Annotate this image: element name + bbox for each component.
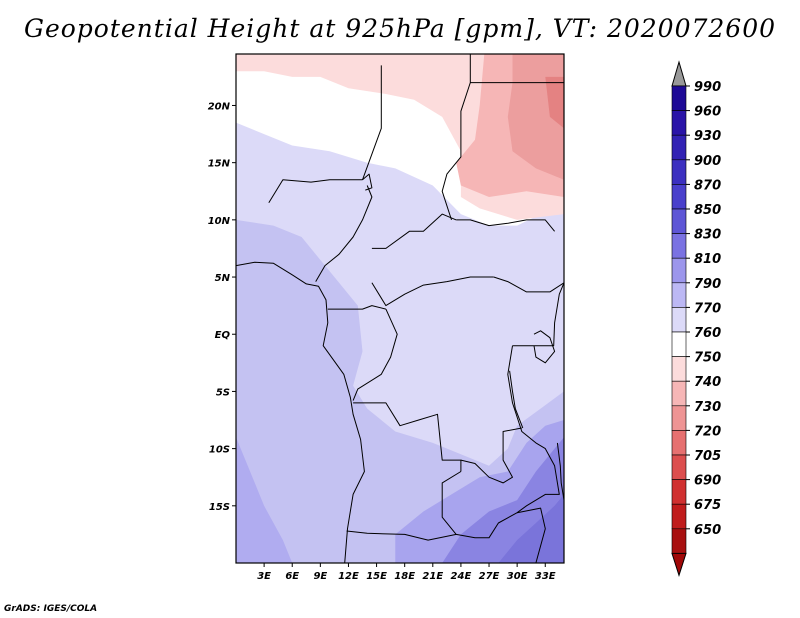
boundary-border-angola-drc (353, 402, 462, 472)
y-tick-label: 10S (209, 445, 230, 456)
boundary-border-chad-car (371, 213, 457, 249)
y-tick-label: 5N (215, 273, 231, 284)
boundary-border-nigeria-cameroon (315, 185, 373, 282)
boundary-border-chad-niger (362, 65, 382, 180)
colorbar-swatch (671, 380, 687, 407)
colorbar-extend-bottom (671, 552, 687, 578)
colorbar-swatch (671, 430, 687, 456)
y-tick-label: 15S (209, 502, 230, 513)
colorbar-label: 690 (694, 474, 721, 489)
boundary-border-southsudan-drc (493, 276, 564, 293)
grads-credit: GrADS: IGES/COLA (4, 604, 98, 614)
map-axes: 3E 6E 9E 12E 15E 18E 21E 24E 27E 30E 33E 20N 15N 10N 5… (208, 101, 556, 582)
map-frame (235, 53, 565, 564)
y-tick-label: 5S (216, 387, 230, 398)
map-boundaries (236, 54, 564, 563)
colorbar-swatch (671, 528, 687, 554)
colorbar-label: 850 (694, 203, 721, 218)
boundary-border-cameroon-gabon (327, 305, 387, 310)
colorbar-label: 930 (694, 129, 721, 144)
colorbar-label: 650 (694, 523, 721, 538)
colorbar-label: 770 (694, 301, 721, 316)
colorbar-swatch (671, 307, 687, 333)
y-tick-label: 20N (208, 101, 231, 112)
x-tick-label: 21E (422, 571, 443, 582)
boundary-border-zambia-zimbabwe (517, 507, 546, 563)
x-tick-label: 12E (338, 571, 359, 582)
x-tick-label: 9E (313, 571, 327, 582)
boundary-border-car-drc (371, 276, 494, 307)
boundary-border-drc-zambia (460, 427, 522, 484)
boundary-border-congo-drc (352, 308, 398, 401)
y-tick-label: 10N (208, 216, 231, 227)
boundary-border-east-lakes (456, 345, 560, 539)
colorbar-label: 900 (694, 154, 721, 169)
colorbar-label: 870 (694, 178, 721, 193)
colorbar-label: 675 (694, 498, 721, 513)
colorbar-swatch (671, 503, 687, 530)
colorbar-label: 960 (694, 105, 721, 120)
x-tick-label: 3E (257, 571, 271, 582)
chart-title: Geopotential Height at 925hPa [gpm], VT:… (23, 14, 777, 43)
colorbar-swatch (671, 257, 687, 284)
colorbar-swatch (671, 331, 687, 357)
region-southeast-deep-violet (498, 494, 564, 563)
colorbar-label: 830 (694, 228, 721, 243)
x-tick-label: 15E (366, 571, 387, 582)
boundary-lake-malawi (556, 442, 564, 501)
colorbar-label: 760 (694, 326, 721, 341)
colorbar-swatch (671, 479, 687, 505)
colorbar-label: 750 (694, 351, 721, 366)
x-tick-label: 33E (535, 571, 556, 582)
colorbar-swatch (671, 159, 687, 185)
colorbar-swatch (671, 356, 687, 382)
colorbar-label: 720 (694, 424, 721, 439)
colorbar-swatch (671, 85, 687, 111)
map-plot-area (236, 54, 564, 563)
colorbar-label: 740 (694, 375, 721, 390)
colorbar-swatch (671, 110, 687, 136)
colorbar-label: 990 (694, 80, 721, 95)
boundary-border-uganda-kenya (512, 282, 564, 347)
boundary-border-sudan-southsudan (456, 219, 555, 232)
boundary-border-niger-nigeria (268, 179, 363, 203)
x-tick-label: 6E (285, 571, 299, 582)
colorbar-swatch (671, 282, 687, 308)
boundary-coastline-west-africa (236, 261, 365, 563)
colorbar-label: 810 (694, 252, 721, 267)
colorbar-swatch (671, 454, 687, 480)
colorbar-label: 790 (694, 277, 721, 292)
colorbar-swatch (671, 184, 687, 210)
boundary-border-angola-zambia (346, 471, 462, 541)
boundary-lake-chad (362, 173, 373, 191)
x-tick-label: 18E (394, 571, 415, 582)
colorbar-label: 730 (694, 400, 721, 415)
x-tick-label: 24E (451, 571, 472, 582)
boundary-lake-victoria-edge (533, 330, 556, 364)
x-tick-label: 27E (479, 571, 500, 582)
colorbar-swatch (671, 134, 687, 161)
y-tick-label: 15N (208, 159, 231, 170)
region-atlantic-west-periwinkle (236, 437, 293, 563)
y-tick-label: EQ (215, 330, 231, 341)
boundary-lake-tanganyika (509, 370, 524, 429)
region-northeast-red (545, 76, 564, 129)
colorbar-label: 705 (694, 449, 721, 464)
colorbar-swatch (671, 208, 687, 234)
x-tick-label: 30E (507, 571, 528, 582)
colorbar-extend-top (671, 60, 687, 87)
colorbar: 990 960 930 900 870 850 830 810 790 770 760 750 740 7… (671, 60, 721, 578)
colorbar-swatch (671, 233, 687, 259)
colorbar-swatch (671, 405, 687, 431)
